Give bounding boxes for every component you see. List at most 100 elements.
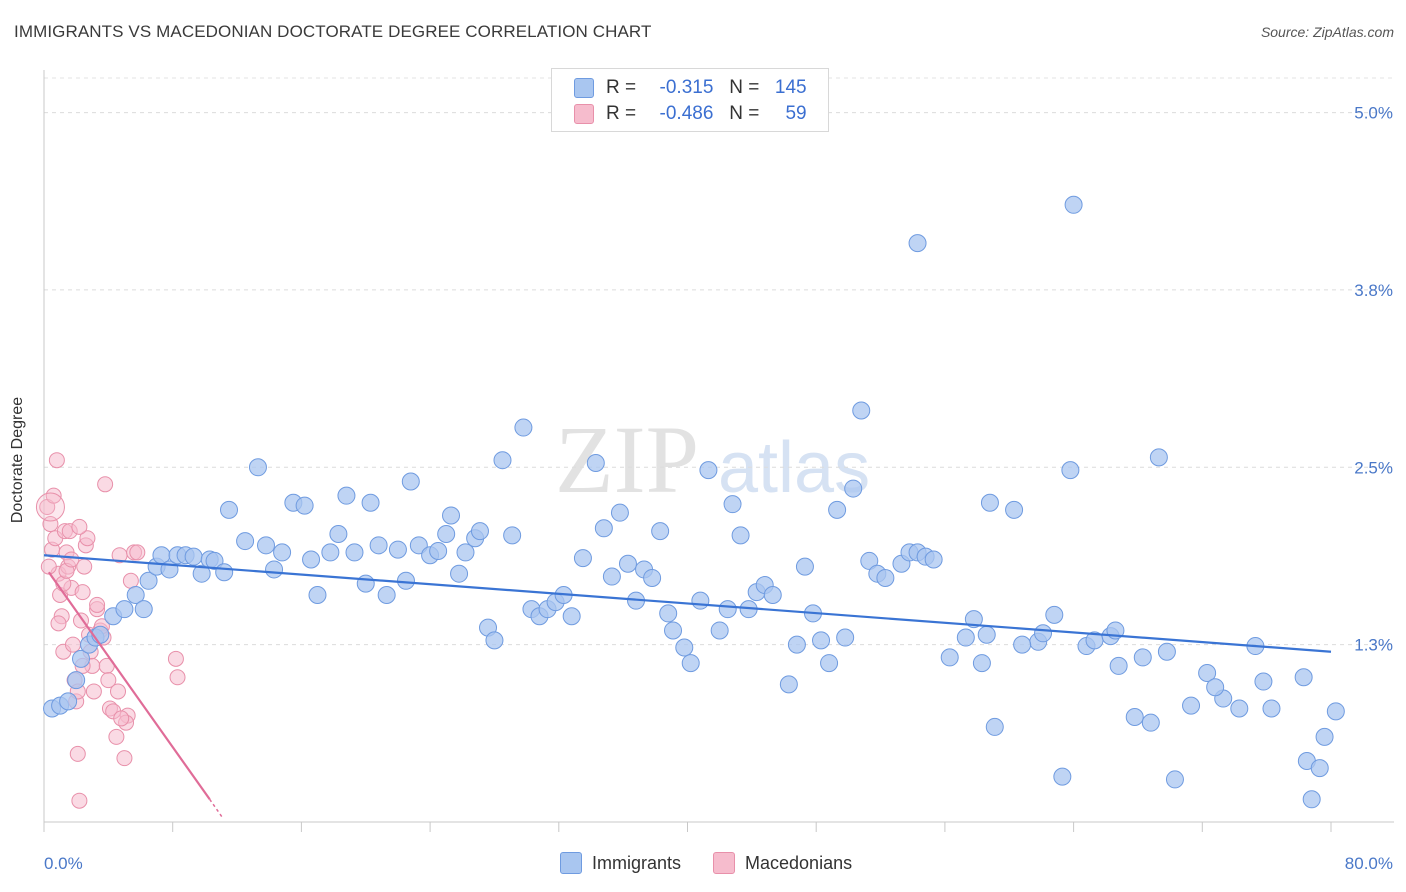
immigrants-point (1141, 713, 1160, 732)
immigrants-point (586, 454, 605, 473)
immigrants-point (1149, 448, 1168, 467)
immigrants-point (643, 568, 662, 587)
immigrants-point (184, 547, 203, 566)
immigrants-point (450, 564, 469, 583)
immigrants-point (618, 554, 637, 573)
gridlines (44, 77, 1395, 646)
immigrants-point (503, 526, 522, 545)
immigrants-point (257, 536, 276, 555)
immigrants-point (192, 564, 211, 583)
immigrants-point (1206, 678, 1225, 697)
immigrants-point (67, 671, 86, 690)
immigrants-point (977, 625, 996, 644)
immigrants-point (273, 543, 292, 562)
immigrants-point (302, 550, 321, 569)
series-label-immigrants: Immigrants (592, 852, 682, 873)
immigrants-point (1254, 672, 1273, 691)
legend-n-value: 145 (774, 77, 807, 98)
immigrants-point (361, 493, 380, 512)
legend-r-value: -0.315 (659, 77, 714, 98)
macedonians-point (45, 487, 62, 504)
immigrants-point (139, 571, 158, 590)
x-tick-label: 80.0% (1345, 854, 1393, 873)
immigrants-point (115, 600, 134, 619)
immigrants-point (844, 479, 863, 498)
immigrants-point (470, 522, 489, 541)
immigrants-point (908, 234, 927, 253)
legend-n-label: N = (729, 77, 760, 98)
immigrants-point (710, 621, 729, 640)
macedonians-point (50, 615, 67, 632)
immigrants-point (1133, 648, 1152, 667)
immigrants-point (876, 568, 895, 587)
y-tick-labels: 1.3% 2.5% 3.8% 5.0% (1354, 104, 1393, 655)
series-legend-macedonians: Macedonians (713, 852, 852, 874)
immigrants-point (429, 541, 448, 560)
immigrants-point (980, 493, 999, 512)
immigrants-point (409, 536, 428, 555)
immigrants-point (1061, 461, 1080, 480)
series-swatch-macedonians (713, 852, 736, 874)
y-tick-label: 3.8% (1354, 281, 1393, 300)
watermark: ZIP atlas (555, 406, 870, 513)
legend-row-immigrants: R = -0.315 N = 145 (574, 76, 807, 100)
immigrants-point (377, 585, 396, 604)
immigrants-point (514, 418, 533, 437)
macedonians-point (108, 728, 125, 745)
macedonians-point (71, 792, 88, 809)
y-tick-label: 1.3% (1354, 636, 1393, 655)
immigrants-point (985, 717, 1004, 736)
immigrants-point (401, 472, 420, 491)
immigrants-point (664, 621, 683, 640)
immigrants-point (220, 500, 239, 519)
immigrants-point (1262, 699, 1281, 718)
immigrants-point (485, 631, 504, 650)
series-legend: Immigrants Macedonians (560, 852, 884, 874)
immigrants-point (860, 551, 879, 570)
immigrants-point (215, 563, 234, 582)
immigrants-point (1310, 759, 1329, 778)
immigrants-point (1064, 195, 1083, 214)
series-label-macedonians: Macedonians (745, 852, 853, 873)
immigrants-point (1198, 664, 1217, 683)
macedonians-point (97, 476, 114, 493)
correlation-legend: R = -0.315 N = 145 R = -0.486 N = 59 (551, 68, 829, 132)
immigrants-point (610, 503, 629, 522)
axes (43, 70, 1394, 832)
immigrants-point (437, 524, 456, 543)
macedonians-point (167, 650, 184, 667)
immigrants-point (329, 524, 348, 543)
immigrants-point (924, 550, 943, 569)
immigrants-point (763, 585, 782, 604)
immigrants-point (356, 574, 375, 593)
immigrants-point (787, 635, 806, 654)
immigrants-point (295, 496, 314, 515)
macedonians-point (113, 710, 130, 727)
macedonians-point (48, 452, 65, 469)
chart-title: IMMIGRANTS VS MACEDONIAN DOCTORATE DEGRE… (14, 22, 652, 41)
x-tick-label: 0.0% (44, 854, 83, 873)
immigrants-point (321, 543, 340, 562)
immigrants-point (1005, 500, 1024, 519)
immigrants-point (699, 461, 718, 480)
immigrants-point (1182, 696, 1201, 715)
immigrants-point (236, 532, 255, 551)
immigrants-point (779, 675, 798, 694)
source-label: Source: ZipAtlas.com (1260, 24, 1394, 40)
legend-n-value: 59 (785, 103, 807, 124)
legend-swatch-macedonians (574, 104, 594, 124)
immigrants-point (828, 500, 847, 519)
immigrants-point (396, 571, 415, 590)
macedonians-point (63, 551, 80, 568)
immigrants-point (659, 604, 678, 623)
immigrants-point (956, 628, 975, 647)
immigrants-point (126, 585, 145, 604)
macedonians-point (100, 672, 117, 689)
immigrants-point (602, 567, 621, 586)
macedonians-point (85, 683, 102, 700)
immigrants-trend-line (43, 554, 1332, 653)
macedonians-point (116, 750, 133, 767)
immigrants-point (493, 451, 512, 470)
immigrants-point (59, 692, 78, 711)
immigrants-point (681, 654, 700, 673)
